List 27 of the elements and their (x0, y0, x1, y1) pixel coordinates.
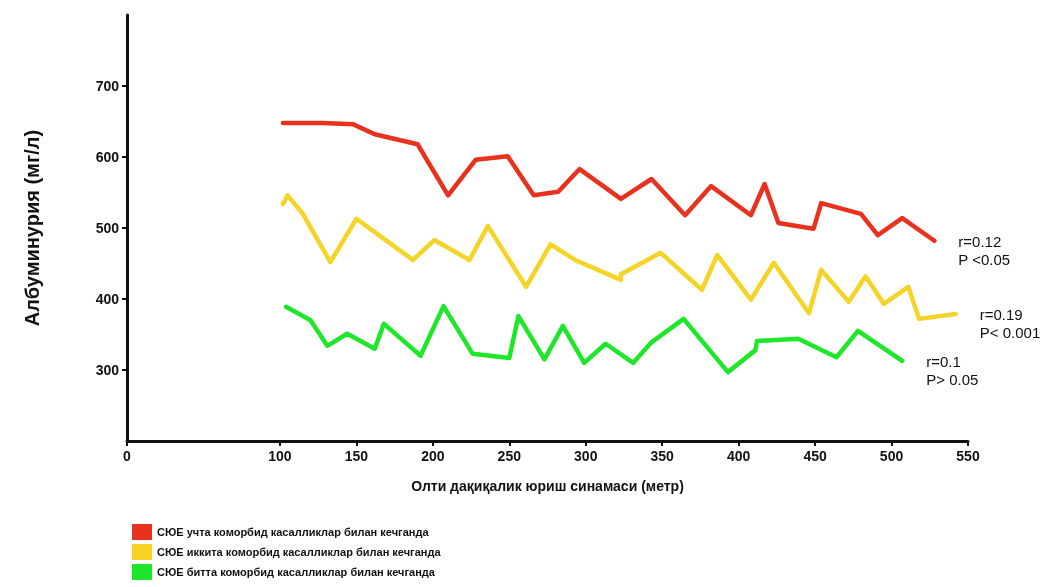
y-tick-label: 300 (95, 362, 120, 378)
legend-label: СЮЕ иккита коморбид касалликлар билан кечганда (157, 546, 442, 558)
x-tick-label: 300 (574, 448, 598, 464)
text: r=0.19 P< 0.001 (979, 306, 1041, 342)
x-tick-label: 550 (956, 448, 980, 464)
x-axis-title: Олти дақиқалик юриш синамаси (метр) (411, 478, 684, 494)
x-tick-label: 500 (879, 448, 904, 464)
x-tick-label: 250 (497, 448, 522, 464)
x-tick-label: 400 (726, 448, 751, 464)
line-series (280, 120, 937, 244)
legend-label: СЮЕ битта коморбид касалликлар билан кечганда (157, 566, 436, 578)
legend-label: СЮЕ учта коморбид касалликлар билан кечганда (157, 526, 430, 538)
x-tick-label: 100 (268, 448, 292, 464)
line-series (283, 303, 905, 375)
x-tick-label: 0 (123, 448, 132, 464)
line-series (280, 193, 959, 322)
y-tick-label: 600 (95, 149, 120, 165)
y-axis-title: Албуминурия (мг/л) (21, 129, 43, 327)
annotation: r=0.12 P <0.05 (958, 233, 1011, 269)
y-tick-label: 700 (95, 78, 120, 94)
x-tick-label: 350 (650, 448, 675, 464)
annotation: r=0.1 P> 0.05 (926, 353, 979, 389)
y-tick-label: 400 (95, 291, 120, 307)
y-tick-label: 500 (95, 220, 120, 236)
x-tick-label: 450 (803, 448, 827, 464)
x-tick-label: 150 (344, 448, 369, 464)
x-tick-label: 200 (421, 448, 445, 464)
